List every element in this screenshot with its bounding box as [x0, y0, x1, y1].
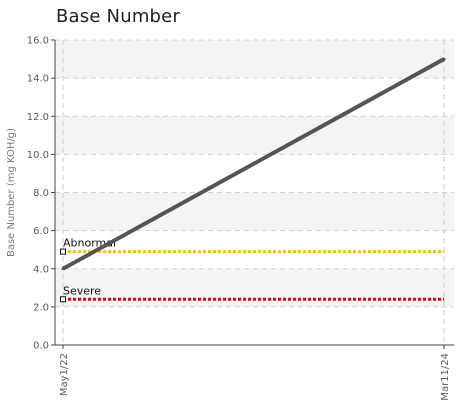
y-tick-label: 2.0 — [33, 302, 49, 313]
y-tick-label: 14.0 — [27, 74, 49, 85]
series-line — [62, 57, 445, 271]
limit-marker-abnormal — [60, 248, 66, 255]
y-tick-label: 4.0 — [33, 264, 49, 275]
y-tick-label: 16.0 — [27, 36, 49, 47]
grid-band — [55, 154, 454, 193]
x-tick-label: Mar11/24 — [440, 353, 451, 401]
y-tick-label: 8.0 — [33, 188, 49, 199]
grid-band — [55, 192, 454, 231]
data-point — [442, 57, 446, 61]
y-axis-title: Base Number (mg KOH/g) — [6, 128, 17, 257]
grid-band — [55, 116, 454, 155]
grid-band — [55, 306, 454, 345]
x-tick-label: May1/22 — [59, 353, 70, 396]
y-tick-label: 0.0 — [33, 341, 49, 352]
limit-marker-severe — [60, 296, 66, 303]
y-tick-label: 10.0 — [27, 150, 49, 161]
y-tick-label: 6.0 — [33, 226, 49, 237]
y-tick-label: 12.0 — [27, 112, 49, 123]
limit-label-severe: Severe — [63, 284, 101, 297]
chart-title: Base Number — [56, 6, 181, 27]
grid-band — [55, 78, 454, 117]
data-point — [61, 267, 65, 271]
grid-band — [55, 40, 454, 79]
grid-band — [55, 268, 454, 307]
